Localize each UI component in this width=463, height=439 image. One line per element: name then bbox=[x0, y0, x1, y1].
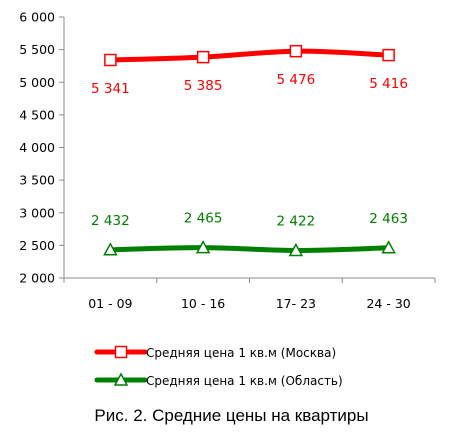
series-2: 2 432 2 465 2 422 2 463 bbox=[91, 211, 408, 257]
y-tick-label: 5 500 bbox=[19, 42, 55, 57]
x-tick-label: 01 - 09 bbox=[88, 296, 132, 311]
data-point bbox=[104, 53, 117, 67]
data-point bbox=[381, 240, 396, 254]
y-tick-label: 3 000 bbox=[19, 205, 55, 220]
x-axis-ticks: 01 - 09 10 - 16 17- 23 24 - 30 bbox=[63, 278, 436, 311]
x-tick-label: 10 - 16 bbox=[181, 296, 225, 311]
y-tick-label: 2 000 bbox=[19, 271, 55, 286]
chart-series: 5 341 5 385 5 476 5 416 2 432 2 465 2 422 2 463 bbox=[91, 44, 408, 257]
line-chart: 2 000 2 500 3 000 3 500 4 000 4 500 5 000 5 500… bbox=[19, 10, 436, 388]
data-label: 5 416 bbox=[369, 76, 408, 92]
data-point bbox=[103, 242, 118, 256]
legend-marker bbox=[114, 345, 128, 359]
data-label: 5 385 bbox=[184, 78, 223, 94]
legend-item-1: Средняя цена 1 кв.м (Москва) bbox=[94, 345, 336, 360]
y-tick-label: 6 000 bbox=[19, 10, 55, 25]
data-label: 5 341 bbox=[91, 81, 130, 97]
data-point bbox=[196, 50, 210, 64]
y-tick-label: 4 000 bbox=[19, 140, 55, 155]
data-point bbox=[382, 48, 395, 62]
data-point bbox=[195, 240, 211, 254]
y-tick-label: 4 500 bbox=[19, 107, 55, 122]
chart-legend: Средняя цена 1 кв.м (Москва) Средняя цена… bbox=[94, 345, 343, 388]
x-tick-label: 24 - 30 bbox=[366, 296, 410, 311]
y-tick-label: 5 000 bbox=[19, 75, 55, 90]
legend-item-2: Средняя цена 1 кв.м (Область) bbox=[94, 372, 343, 388]
legend-label: Средняя цена 1 кв.м (Москва) bbox=[146, 346, 336, 360]
data-point bbox=[288, 242, 304, 257]
x-tick-label: 17- 23 bbox=[276, 296, 316, 311]
y-tick-label: 2 500 bbox=[19, 238, 55, 253]
y-axis-ticks: 2 000 2 500 3 000 3 500 4 000 4 500 5 000 5 500… bbox=[19, 10, 64, 286]
legend-marker bbox=[113, 372, 129, 386]
data-label: 5 476 bbox=[277, 72, 316, 88]
data-label: 2 432 bbox=[91, 213, 130, 229]
legend-label: Средняя цена 1 кв.м (Область) bbox=[146, 374, 343, 388]
data-label: 2 465 bbox=[184, 211, 223, 227]
y-tick-label: 3 500 bbox=[19, 173, 55, 188]
data-label: 2 463 bbox=[369, 211, 408, 227]
figure-caption: Рис. 2. Средние цены на квартиры bbox=[94, 406, 369, 425]
series-line bbox=[107, 245, 392, 253]
series-1: 5 341 5 385 5 476 5 416 bbox=[91, 44, 408, 97]
data-point bbox=[289, 44, 303, 58]
series-line bbox=[107, 48, 392, 63]
data-label: 2 422 bbox=[277, 213, 316, 229]
